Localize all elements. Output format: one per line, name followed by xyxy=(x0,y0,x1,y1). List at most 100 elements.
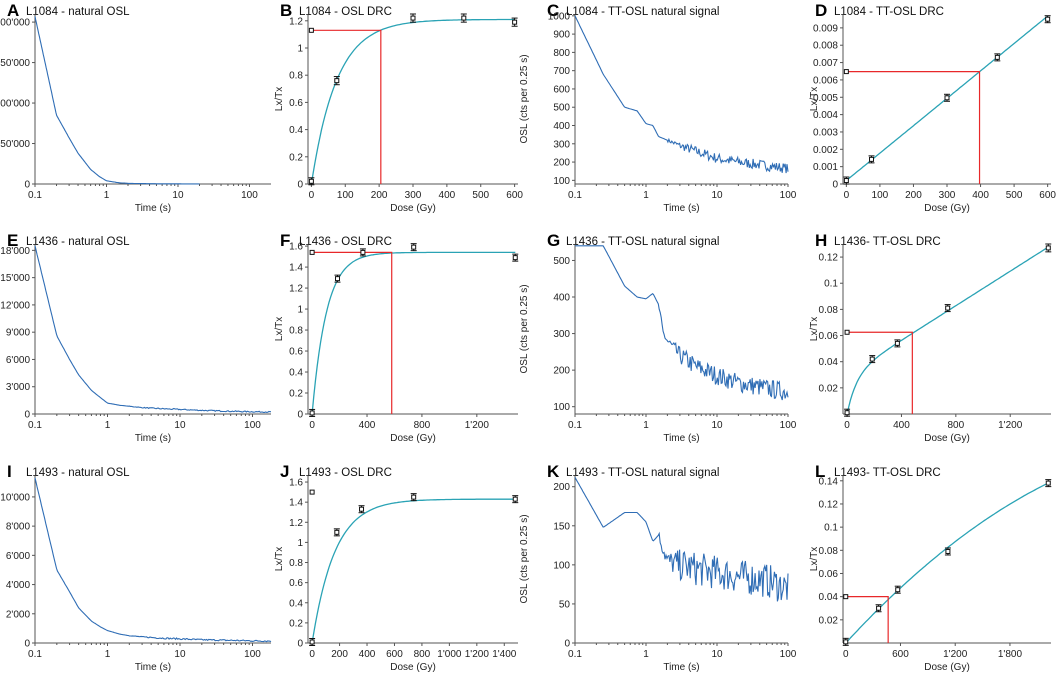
panel-k: K L1493 - TT-OSL natural signal 0 50 100 150 2… xyxy=(519,462,797,673)
x-tick-label: 0 xyxy=(843,649,849,660)
x-tick-label: 800 xyxy=(414,420,431,431)
de-interpolation-line xyxy=(845,596,889,643)
x-tick-label: 1'200 xyxy=(465,420,490,431)
y-tick-label: 0.02 xyxy=(819,383,839,394)
x-tick-label: 100 xyxy=(241,190,258,201)
panel-letter: A xyxy=(7,1,19,20)
x-axis-label: Dose (Gy) xyxy=(924,203,970,214)
x-tick-label: 300 xyxy=(939,190,956,201)
y-tick-label: 150'000 xyxy=(0,58,30,69)
x-tick-label: 400 xyxy=(439,190,456,201)
data-point xyxy=(869,156,875,162)
y-tick-label: 800 xyxy=(553,48,570,59)
y-tick-label: 200 xyxy=(553,158,570,169)
y-tick-label: 1.4 xyxy=(289,498,303,509)
de-interpolation-line xyxy=(847,331,913,414)
signal-curve xyxy=(34,245,271,413)
data-point xyxy=(945,548,951,554)
x-tick-label: 0.1 xyxy=(568,420,582,431)
y-tick-label: 0 xyxy=(24,639,30,650)
y-axis-label: OSL (cts per 0.25 s) xyxy=(519,284,530,373)
panel-letter: B xyxy=(280,1,292,20)
panel-e: E L1436 - natural OSL 0 3'000 6'000 9'000 12'0… xyxy=(0,231,271,444)
fit-curve xyxy=(311,498,516,644)
panel-j: J L1493 - OSL DRC 0 0.2 0.4 0.6 0.8 1 1.2 1.4 1.6 0… xyxy=(274,462,519,673)
y-axis-label: Lx/Tx xyxy=(274,547,285,571)
x-tick-label: 500 xyxy=(1006,190,1023,201)
x-tick-label: 10 xyxy=(174,649,186,660)
y-tick-label: 0.6 xyxy=(289,347,303,358)
y-tick-label: 0.002 xyxy=(813,145,838,156)
y-tick-label: 0.4 xyxy=(289,125,303,136)
x-tick-label: 100 xyxy=(244,649,261,660)
y-tick-label: 4'000 xyxy=(6,580,31,591)
y-tick-label: 1000 xyxy=(548,11,571,22)
y-tick-label: 0.2 xyxy=(289,389,303,400)
y-tick-label: 0.6 xyxy=(289,98,303,109)
x-tick-label: 10 xyxy=(172,190,184,201)
x-tick-label: 0 xyxy=(309,420,315,431)
natural-signal-point xyxy=(309,249,315,255)
x-axis-label: Time (s) xyxy=(135,433,171,444)
y-axis-label: Lx/Tx xyxy=(809,87,820,111)
signal-curve xyxy=(574,477,789,602)
x-tick-label: 10 xyxy=(174,420,186,431)
signal-curve xyxy=(574,15,789,174)
y-tick-label: 500 xyxy=(553,103,570,114)
data-point xyxy=(876,605,882,611)
x-tick-label: 10 xyxy=(711,649,723,660)
panel-letter: K xyxy=(547,462,560,481)
panel-title: L1084 - natural OSL xyxy=(26,6,130,18)
y-tick-label: 3'000 xyxy=(6,382,31,393)
data-point xyxy=(869,356,875,362)
x-tick-label: 0.1 xyxy=(28,190,42,201)
data-point xyxy=(461,15,467,21)
data-point xyxy=(843,639,849,645)
y-tick-label: 6'000 xyxy=(6,551,31,562)
data-point xyxy=(334,78,340,84)
x-tick-label: 100 xyxy=(780,420,797,431)
x-axis-label: Time (s) xyxy=(663,662,699,673)
x-tick-label: 100 xyxy=(780,649,797,660)
y-tick-label: 0.8 xyxy=(289,558,303,569)
x-tick-label: 1 xyxy=(643,190,649,201)
x-tick-label: 1 xyxy=(643,649,649,660)
data-point xyxy=(360,249,366,255)
y-tick-label: 0.1 xyxy=(824,279,838,290)
y-tick-label: 200 xyxy=(553,482,570,493)
y-tick-label: 0.008 xyxy=(813,41,838,52)
data-point xyxy=(1045,245,1051,251)
x-tick-label: 400 xyxy=(359,649,376,660)
panel-title: L1084 - OSL DRC xyxy=(299,6,392,18)
data-point xyxy=(945,305,951,311)
natural-signal-point xyxy=(844,329,850,335)
x-tick-label: 400 xyxy=(972,190,989,201)
y-tick-label: 1 xyxy=(297,44,303,55)
y-tick-label: 0.001 xyxy=(813,162,838,173)
data-point xyxy=(843,178,849,184)
y-tick-label: 0.8 xyxy=(289,326,303,337)
data-point xyxy=(512,19,518,25)
panel-i: I L1493 - natural OSL 0 2'000 4'000 6'000 8'00… xyxy=(0,462,272,673)
y-tick-label: 0 xyxy=(297,639,303,650)
y-tick-label: 8'000 xyxy=(6,522,31,533)
panel-title: L1436 - OSL DRC xyxy=(299,236,392,248)
x-tick-label: 1 xyxy=(105,649,111,660)
y-tick-label: 900 xyxy=(553,30,570,41)
x-tick-label: 100 xyxy=(244,420,261,431)
panel-l: L L1493- TT-OSL DRC 0.02 0.04 0.06 0.08 0.1 0.1… xyxy=(809,462,1052,673)
x-tick-label: 10 xyxy=(711,190,723,201)
y-tick-label: 1.4 xyxy=(289,263,303,274)
panel-title: L1493 - TT-OSL natural signal xyxy=(566,467,719,479)
x-axis-label: Dose (Gy) xyxy=(924,433,970,444)
y-tick-label: 0 xyxy=(564,639,570,650)
y-tick-label: 0.4 xyxy=(289,368,303,379)
y-tick-label: 100 xyxy=(553,176,570,187)
data-point xyxy=(895,587,901,593)
natural-signal-point xyxy=(843,594,849,600)
panel-letter: I xyxy=(7,462,12,481)
x-axis-label: Time (s) xyxy=(663,433,699,444)
panel-title: L1436 - TT-OSL natural signal xyxy=(566,236,719,248)
y-tick-label: 0.04 xyxy=(819,592,839,603)
